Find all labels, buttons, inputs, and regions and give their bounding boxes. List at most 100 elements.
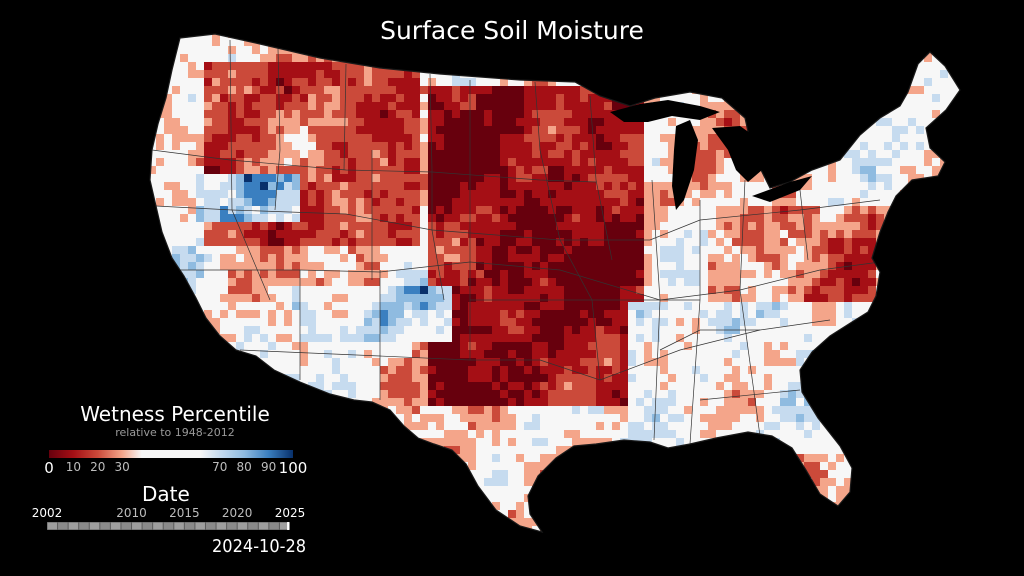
moisture-cell bbox=[676, 238, 684, 246]
moisture-cell bbox=[700, 222, 708, 230]
moisture-cell bbox=[188, 142, 196, 150]
moisture-cell bbox=[532, 278, 540, 286]
moisture-cell bbox=[628, 102, 636, 110]
moisture-cell bbox=[212, 222, 220, 230]
moisture-cell bbox=[220, 494, 228, 502]
moisture-cell bbox=[612, 486, 620, 494]
moisture-cell bbox=[524, 358, 532, 366]
moisture-cell bbox=[348, 334, 356, 342]
moisture-cell bbox=[636, 86, 644, 94]
moisture-cell bbox=[444, 390, 452, 398]
moisture-cell bbox=[476, 182, 484, 190]
moisture-cell bbox=[716, 414, 724, 422]
moisture-cell bbox=[684, 302, 692, 310]
moisture-cell bbox=[316, 150, 324, 158]
moisture-cell bbox=[652, 334, 660, 342]
moisture-cell bbox=[284, 158, 292, 166]
moisture-cell bbox=[348, 430, 356, 438]
moisture-cell bbox=[684, 350, 692, 358]
moisture-cell bbox=[220, 478, 228, 486]
moisture-cell bbox=[540, 294, 548, 302]
moisture-cell bbox=[724, 294, 732, 302]
moisture-cell bbox=[156, 166, 164, 174]
moisture-cell bbox=[324, 134, 332, 142]
moisture-cell bbox=[740, 542, 748, 550]
moisture-cell bbox=[276, 126, 284, 134]
moisture-cell bbox=[468, 254, 476, 262]
moisture-cell bbox=[412, 46, 420, 54]
moisture-cell bbox=[332, 406, 340, 414]
moisture-cell bbox=[436, 318, 444, 326]
moisture-cell bbox=[620, 166, 628, 174]
moisture-cell bbox=[716, 246, 724, 254]
moisture-cell bbox=[196, 46, 204, 54]
moisture-cell bbox=[276, 214, 284, 222]
moisture-cell bbox=[676, 406, 684, 414]
moisture-cell bbox=[156, 78, 164, 86]
moisture-cell bbox=[500, 118, 508, 126]
moisture-cell bbox=[244, 390, 252, 398]
moisture-cell bbox=[628, 406, 636, 414]
moisture-cell bbox=[316, 182, 324, 190]
moisture-cell bbox=[188, 70, 196, 78]
moisture-cell bbox=[508, 286, 516, 294]
moisture-cell bbox=[436, 374, 444, 382]
moisture-cell bbox=[212, 150, 220, 158]
moisture-cell bbox=[316, 478, 324, 486]
moisture-cell bbox=[732, 198, 740, 206]
moisture-cell bbox=[380, 422, 388, 430]
moisture-cell bbox=[668, 534, 676, 542]
moisture-cell bbox=[268, 246, 276, 254]
moisture-cell bbox=[308, 366, 316, 374]
moisture-cell bbox=[380, 126, 388, 134]
moisture-cell bbox=[516, 46, 524, 54]
moisture-cell bbox=[412, 54, 420, 62]
moisture-cell bbox=[204, 366, 212, 374]
moisture-cell bbox=[156, 366, 164, 374]
moisture-cell bbox=[156, 94, 164, 102]
moisture-cell bbox=[540, 134, 548, 142]
moisture-cell bbox=[444, 486, 452, 494]
moisture-cell bbox=[612, 166, 620, 174]
moisture-cell bbox=[564, 270, 572, 278]
moisture-cell bbox=[620, 478, 628, 486]
moisture-cell bbox=[516, 174, 524, 182]
moisture-cell bbox=[620, 174, 628, 182]
moisture-cell bbox=[444, 278, 452, 286]
moisture-cell bbox=[372, 78, 380, 86]
moisture-cell bbox=[476, 470, 484, 478]
moisture-cell bbox=[572, 382, 580, 390]
moisture-cell bbox=[180, 390, 188, 398]
moisture-cell bbox=[492, 414, 500, 422]
moisture-cell bbox=[212, 190, 220, 198]
moisture-cell bbox=[564, 230, 572, 238]
moisture-cell bbox=[204, 62, 212, 70]
moisture-cell bbox=[692, 382, 700, 390]
moisture-cell bbox=[676, 62, 684, 70]
moisture-cell bbox=[324, 238, 332, 246]
moisture-cell bbox=[652, 166, 660, 174]
moisture-cell bbox=[236, 166, 244, 174]
moisture-cell bbox=[212, 134, 220, 142]
moisture-cell bbox=[188, 166, 196, 174]
moisture-cell bbox=[740, 54, 748, 62]
moisture-cell bbox=[292, 246, 300, 254]
moisture-cell bbox=[500, 406, 508, 414]
moisture-cell bbox=[388, 526, 396, 532]
moisture-cell bbox=[716, 46, 724, 54]
moisture-cell bbox=[628, 262, 636, 270]
moisture-cell bbox=[356, 94, 364, 102]
moisture-cell bbox=[260, 142, 268, 150]
moisture-cell bbox=[668, 398, 676, 406]
moisture-cell bbox=[236, 142, 244, 150]
moisture-cell bbox=[588, 526, 596, 532]
moisture-cell bbox=[660, 214, 668, 222]
moisture-cell bbox=[660, 406, 668, 414]
moisture-cell bbox=[452, 126, 460, 134]
moisture-cell bbox=[604, 46, 612, 54]
moisture-cell bbox=[420, 382, 428, 390]
moisture-cell bbox=[524, 366, 532, 374]
moisture-cell bbox=[420, 182, 428, 190]
moisture-cell bbox=[532, 34, 540, 38]
moisture-cell bbox=[716, 486, 724, 494]
